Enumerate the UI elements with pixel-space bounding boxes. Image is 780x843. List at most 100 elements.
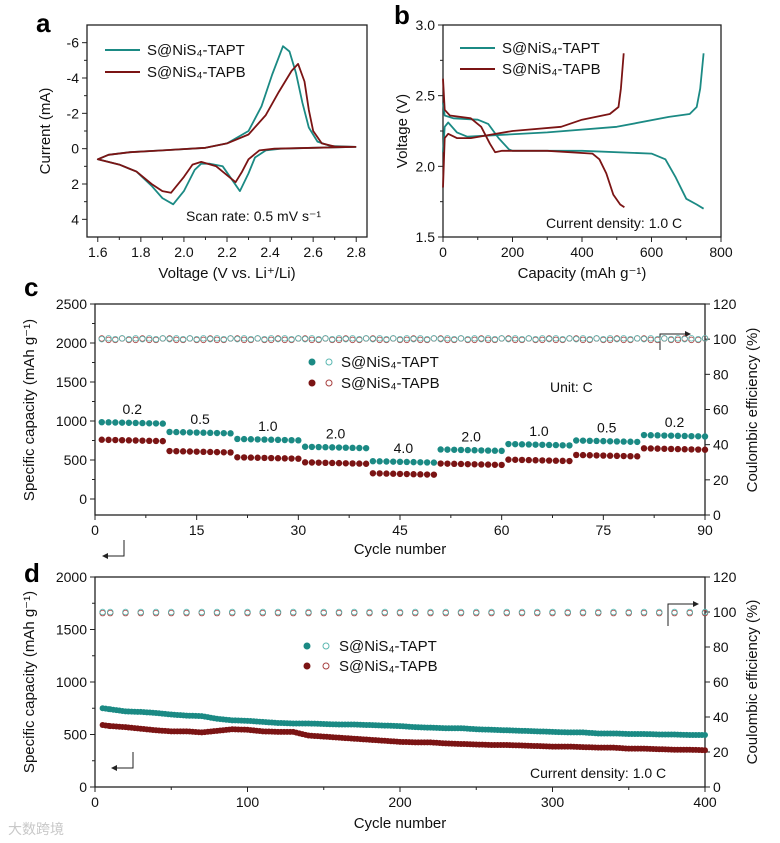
capacity-point-tapt bbox=[152, 420, 160, 427]
capacity-point-tapt bbox=[600, 437, 607, 445]
ce-point-tapt bbox=[98, 335, 105, 343]
panel-c-ylabel: Specific capacity (mAh g⁻¹) bbox=[21, 319, 38, 501]
ce-point-tapb bbox=[512, 336, 519, 344]
capacity-point-tapt bbox=[545, 441, 553, 449]
capacity-point-tapt bbox=[166, 428, 173, 436]
ce-point-tapt bbox=[362, 335, 370, 342]
ce-point-tapt bbox=[674, 335, 682, 342]
ce-point-tapt bbox=[640, 335, 648, 343]
ce-point-tapt bbox=[274, 608, 282, 616]
capacity-point-tapb bbox=[308, 459, 316, 466]
ce-point-tapt bbox=[335, 608, 343, 616]
ce-point-tapb bbox=[403, 336, 410, 344]
capacity-point-tapb bbox=[525, 456, 532, 464]
left-axis-arrow-icon bbox=[111, 752, 134, 771]
capacity-point-tapb bbox=[552, 457, 560, 464]
y-right-tick-label: 100 bbox=[713, 331, 737, 347]
capacity-point-tapb bbox=[254, 454, 261, 461]
rate-label: 2.0 bbox=[326, 426, 346, 442]
capacity-point-tapt bbox=[139, 419, 146, 427]
legend-marker-tapt-ce bbox=[322, 642, 330, 650]
y-right-tick-label: 20 bbox=[713, 744, 729, 760]
capacity-point-tapt bbox=[437, 446, 444, 453]
capacity-point-tapb bbox=[627, 452, 634, 460]
ce-point-tapt bbox=[661, 335, 668, 342]
left-axis-arrow-icon bbox=[102, 540, 125, 559]
x-tick-label: 1.8 bbox=[131, 244, 151, 260]
capacity-point-tapt bbox=[274, 436, 282, 444]
ce-point-tapt bbox=[261, 335, 268, 343]
series-line-tapb bbox=[96, 63, 357, 194]
ce-point-tapt bbox=[610, 608, 617, 616]
capacity-point-tapb bbox=[613, 452, 621, 460]
capacity-point-tapb bbox=[634, 453, 641, 460]
ce-point-tapt bbox=[320, 608, 327, 616]
ce-point-tapt bbox=[473, 608, 480, 616]
capacity-point-tapt bbox=[396, 458, 404, 466]
legend-marker-tapb-ce bbox=[325, 379, 333, 387]
ce-point-tapt bbox=[308, 335, 316, 342]
legend-label-tapb: S@NiS₄-TAPB bbox=[339, 658, 438, 675]
ce-point-tapt bbox=[457, 335, 465, 342]
capacity-point-tapb bbox=[620, 452, 627, 460]
capacity-point-tapt bbox=[390, 458, 397, 465]
capacity-point-tapb bbox=[376, 470, 383, 477]
ce-point-tapt bbox=[593, 335, 600, 342]
ce-point-tapt bbox=[396, 335, 404, 343]
capacity-point-tapb bbox=[295, 455, 302, 462]
legend-label-tapt: S@NiS₄-TAPT bbox=[502, 40, 600, 57]
capacity-point-tapt bbox=[125, 419, 133, 426]
capacity-point-tapb bbox=[118, 436, 126, 444]
ce-point-tapt bbox=[322, 335, 329, 342]
y-tick-label: 3.0 bbox=[416, 17, 436, 33]
capacity-point-tapt bbox=[566, 442, 573, 449]
capacity-point-tapt bbox=[132, 419, 139, 427]
panel-c-legend: S@NiS₄-TAPT S@NiS₄-TAPB bbox=[308, 354, 440, 392]
capacity-point-tapt bbox=[301, 443, 309, 450]
capacity-point-tapt bbox=[464, 446, 471, 454]
ce-point-tapt bbox=[545, 335, 553, 343]
capacity-point-tapt bbox=[498, 447, 505, 455]
capacity-point-tapt bbox=[532, 441, 539, 448]
capacity-point-tapb bbox=[112, 436, 119, 444]
ce-point-tapt bbox=[290, 608, 297, 616]
rate-label: 1.0 bbox=[529, 423, 549, 439]
capacity-point-tapb bbox=[396, 470, 404, 478]
ce-point-tapt bbox=[505, 335, 512, 343]
ce-point-tapt bbox=[281, 335, 288, 342]
capacity-point-tapt bbox=[403, 458, 410, 466]
y-tick-label: 2 bbox=[71, 176, 79, 192]
capacity-point-tapb bbox=[661, 445, 668, 452]
capacity-point-tapb bbox=[505, 456, 512, 463]
rate-label: 0.5 bbox=[597, 420, 617, 436]
right-axis-arrow-icon bbox=[659, 331, 691, 350]
panel-b-ylabel: Voltage (V) bbox=[394, 94, 411, 168]
x-tick-label: 1.6 bbox=[88, 244, 108, 260]
capacity-point-tapt bbox=[423, 459, 431, 466]
panel-b-current-density: Current density: 1.0 C bbox=[546, 215, 682, 231]
x-tick-label: 2.2 bbox=[217, 244, 237, 260]
capacity-point-tapt bbox=[410, 458, 417, 466]
ce-point-tapt bbox=[534, 608, 541, 616]
capacity-point-tapb bbox=[152, 437, 160, 445]
ce-point-tapt bbox=[417, 335, 424, 342]
ce-point-tapb bbox=[105, 336, 112, 344]
capacity-point-tapb bbox=[383, 470, 390, 477]
capacity-point-tapb bbox=[606, 452, 614, 459]
capacity-point-tapt bbox=[688, 432, 695, 440]
panel-letter-d: d bbox=[24, 558, 40, 588]
capacity-point-tapb bbox=[349, 460, 356, 467]
ce-point-tapt bbox=[647, 335, 654, 342]
capacity-point-tapb bbox=[227, 449, 234, 456]
y-tick-label: 0 bbox=[79, 491, 87, 507]
x-tick-label: 0 bbox=[91, 522, 99, 538]
capacity-point-tapt bbox=[491, 447, 499, 454]
capacity-point-tapt bbox=[261, 436, 268, 443]
capacity-point-tapt bbox=[146, 420, 153, 427]
capacity-point-tapt bbox=[247, 436, 255, 443]
capacity-point-tapt bbox=[342, 444, 349, 451]
panel-d-xlabel: Cycle number bbox=[354, 815, 447, 832]
capacity-point-tapb bbox=[315, 459, 322, 466]
capacity-point-tapt bbox=[701, 433, 709, 440]
ce-point-tapt bbox=[244, 608, 251, 616]
